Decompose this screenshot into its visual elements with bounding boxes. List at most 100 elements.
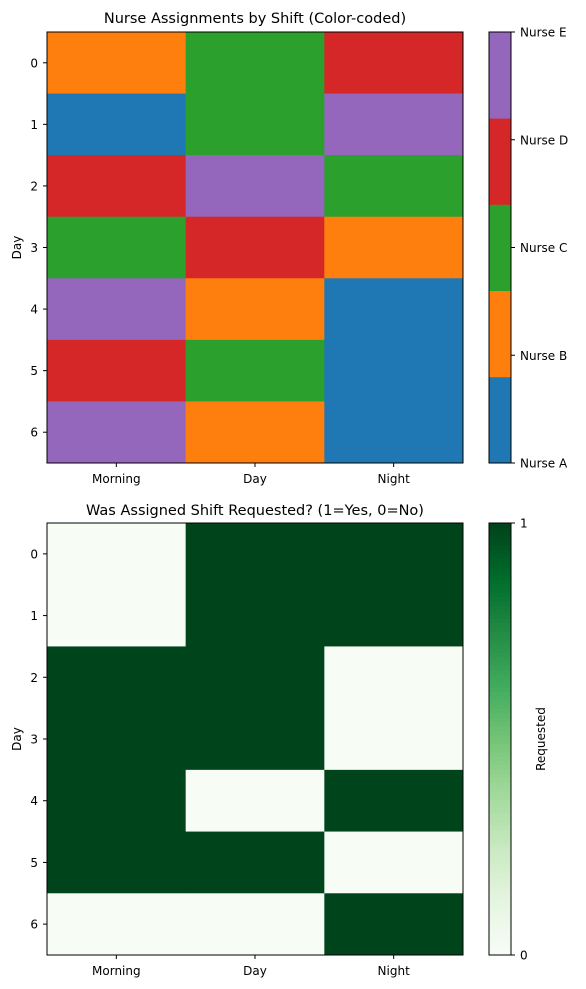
heatmap-cell xyxy=(47,216,187,279)
colorbar-gradient-step xyxy=(489,937,511,943)
heatmap-cell xyxy=(47,278,187,341)
heatmap-cell xyxy=(185,584,325,647)
colorbar-gradient-step xyxy=(489,946,511,952)
colorbar-gradient-step xyxy=(489,639,511,645)
colorbar-gradient-step xyxy=(489,777,511,783)
heatmap-cell xyxy=(324,339,464,402)
heatmap-cell xyxy=(47,708,187,771)
x-tick-label: Night xyxy=(378,964,411,978)
y-tick-label: 2 xyxy=(30,179,38,193)
heatmap-cell xyxy=(324,584,464,647)
colorbar-gradient-step xyxy=(489,622,511,628)
colorbar-gradient-step xyxy=(489,924,511,930)
heatmap-cell xyxy=(185,708,325,771)
colorbar-gradient-step xyxy=(489,553,511,559)
colorbar-gradient-step xyxy=(489,756,511,762)
heatmap-cell xyxy=(185,278,325,341)
colorbar-segment xyxy=(489,118,511,205)
colorbar-label: Requested xyxy=(534,707,548,771)
colorbar-segment xyxy=(489,290,511,378)
colorbar-gradient-step xyxy=(489,885,511,891)
colorbar-gradient-step xyxy=(489,859,511,865)
heatmap-cell xyxy=(47,93,187,156)
colorbar-gradient-step xyxy=(489,600,511,606)
y-tick-label: 6 xyxy=(30,918,38,932)
colorbar-gradient-step xyxy=(489,881,511,887)
colorbar-gradient-step xyxy=(489,942,511,947)
heatmap-cell xyxy=(185,155,325,218)
y-tick-label: 0 xyxy=(30,547,38,561)
colorbar-gradient-step xyxy=(489,747,511,753)
colorbar-gradient-step xyxy=(489,803,511,809)
colorbar-gradient-step xyxy=(489,535,511,541)
chart-title: Was Assigned Shift Requested? (1=Yes, 0=… xyxy=(86,503,424,519)
chart-title: Nurse Assignments by Shift (Color-coded) xyxy=(104,11,406,27)
colorbar-gradient-step xyxy=(489,907,511,913)
colorbar-gradient-step xyxy=(489,764,511,770)
colorbar-gradient-step xyxy=(489,799,511,805)
colorbar-gradient-step xyxy=(489,933,511,939)
heatmap-cell xyxy=(47,646,187,709)
colorbar-gradient-step xyxy=(489,786,511,792)
colorbar-gradient-step xyxy=(489,821,511,826)
colorbar-gradient-step xyxy=(489,656,511,662)
colorbar-gradient-step xyxy=(489,674,511,680)
heatmap-cell xyxy=(324,216,464,279)
colorbar-gradient-step xyxy=(489,626,511,632)
colorbar-tick-label: Nurse C xyxy=(520,241,567,255)
colorbar-gradient-step xyxy=(489,700,511,705)
y-tick-label: 0 xyxy=(30,56,38,70)
colorbar-gradient-step xyxy=(489,734,511,740)
heatmap-cell xyxy=(324,893,464,956)
heatmap-cell xyxy=(185,216,325,279)
colorbar-gradient-step xyxy=(489,678,511,684)
colorbar-gradient-step xyxy=(489,561,511,567)
colorbar-gradient-step xyxy=(489,652,511,658)
colorbar-gradient-step xyxy=(489,583,511,589)
colorbar-tick-label: 0 xyxy=(520,949,528,963)
colorbar-gradient-step xyxy=(489,618,511,623)
heatmap-cell xyxy=(47,584,187,647)
colorbar-gradient-step xyxy=(489,868,511,874)
x-tick-label: Morning xyxy=(92,472,141,486)
y-tick-label: 6 xyxy=(30,426,38,440)
colorbar-gradient-step xyxy=(489,782,511,788)
heatmap-cell xyxy=(185,769,325,832)
colorbar-gradient-step xyxy=(489,574,511,580)
colorbar-gradient-step xyxy=(489,579,511,584)
colorbar-gradient-step xyxy=(489,898,511,904)
heatmap-cell xyxy=(47,339,187,402)
colorbar-gradient-step xyxy=(489,631,511,636)
colorbar-gradient-step xyxy=(489,769,511,775)
heatmap-cell xyxy=(324,523,464,586)
colorbar-gradient-step xyxy=(489,661,511,667)
y-tick-label: 1 xyxy=(30,609,38,623)
y-tick-label: 3 xyxy=(30,733,38,747)
x-tick-label: Night xyxy=(378,472,411,486)
colorbar-gradient-step xyxy=(489,557,511,563)
colorbar-gradient-step xyxy=(489,540,511,546)
colorbar-gradient-step xyxy=(489,739,511,744)
y-tick-label: 1 xyxy=(30,118,38,132)
colorbar-gradient-step xyxy=(489,695,511,701)
colorbar-gradient-step xyxy=(489,544,511,550)
colorbar-gradient-step xyxy=(489,704,511,710)
heatmap-cell xyxy=(324,32,464,94)
heatmap-cell xyxy=(324,769,464,832)
y-axis-label: Day xyxy=(10,236,24,260)
heatmap-cell xyxy=(185,401,325,464)
colorbar-gradient-step xyxy=(489,721,511,727)
colorbar-gradient-step xyxy=(489,847,511,852)
heatmap-cell xyxy=(185,93,325,156)
colorbar-gradient-step xyxy=(489,730,511,736)
heatmap-cell xyxy=(47,893,187,956)
colorbar-tick-label: Nurse A xyxy=(520,457,568,471)
colorbar-gradient-step xyxy=(489,812,511,818)
colorbar-gradient-step xyxy=(489,890,511,896)
colorbar-gradient-step xyxy=(489,760,511,766)
colorbar-gradient-step xyxy=(489,609,511,615)
y-tick-label: 5 xyxy=(30,364,38,378)
colorbar-gradient-step xyxy=(489,920,511,926)
colorbar-gradient-step xyxy=(489,916,511,921)
